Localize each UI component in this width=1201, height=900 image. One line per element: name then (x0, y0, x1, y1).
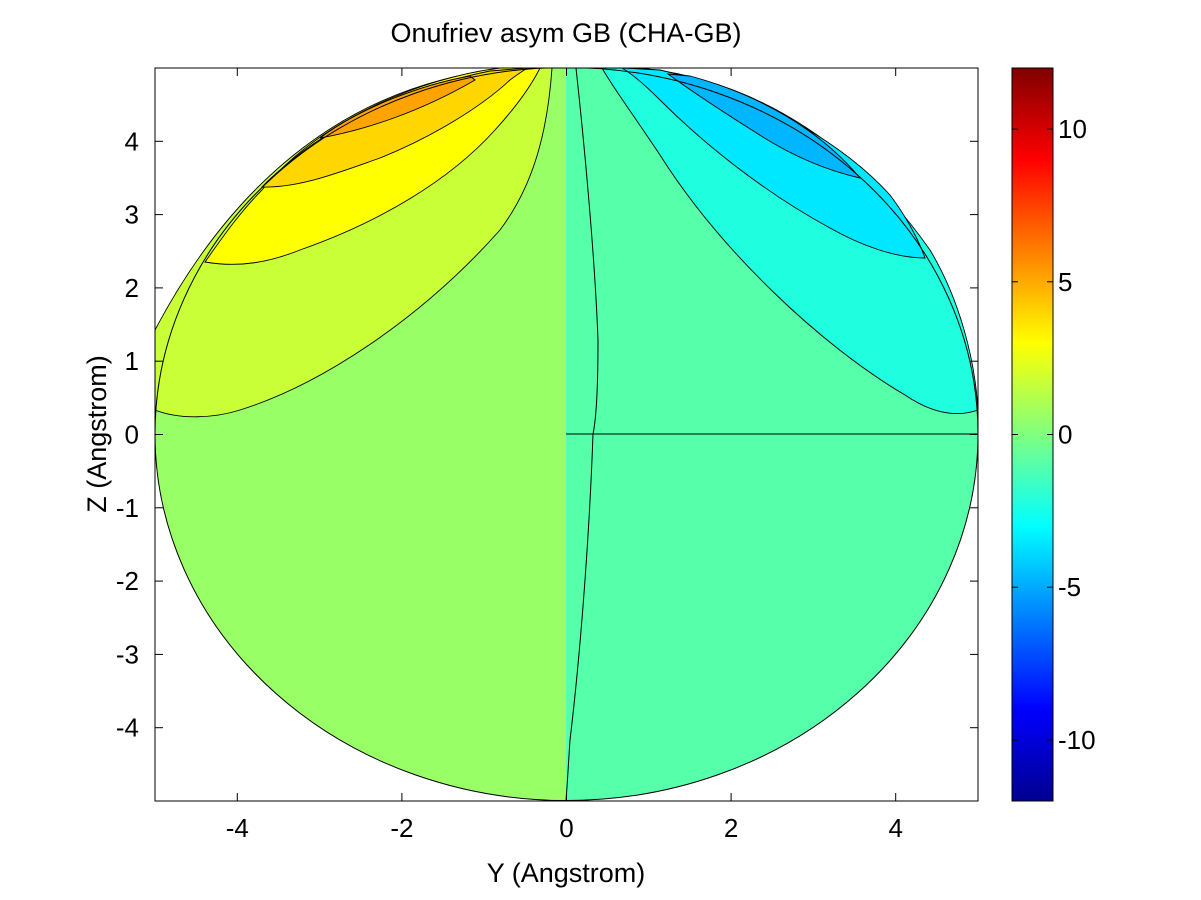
y-tick-label: 4 (125, 126, 139, 156)
x-tick-label: 2 (724, 813, 738, 843)
y-axis-label: Z (Angstrom) (82, 355, 112, 513)
colorbar-tick-label: 10 (1058, 114, 1087, 144)
contour-band-right-1 (601, 68, 978, 414)
y-tick-label: -3 (116, 639, 139, 669)
y-tick-label: -1 (116, 493, 139, 523)
colorbar-tick-label: -10 (1058, 725, 1096, 755)
contour-line-zero-lower (565, 433, 594, 801)
y-tick-label: 3 (125, 200, 139, 230)
x-axis-label: Y (Angstrom) (487, 858, 646, 888)
y-tick-label: 0 (125, 420, 139, 450)
contour-band-left-3 (261, 68, 529, 188)
y-axis: 4 3 2 1 0 -1 -2 -3 -4 (116, 126, 978, 743)
x-tick-label: -2 (390, 813, 413, 843)
colorbar-ticks: 10 5 0 -5 -10 (1012, 114, 1096, 755)
colorbar-tick-label: 5 (1058, 267, 1072, 297)
colorbar: 10 5 0 -5 -10 (1011, 67, 1096, 802)
colorbar-tick-label: 0 (1058, 420, 1072, 450)
contour-band-left-4 (319, 75, 476, 139)
x-tick-label: -4 (226, 813, 249, 843)
x-axis: -4 -2 0 2 4 (226, 68, 903, 843)
y-tick-label: 2 (125, 273, 139, 303)
y-tick-label: -2 (116, 566, 139, 596)
chart-title: Onufriev asym GB (CHA-GB) (390, 18, 741, 48)
contour-map (155, 68, 978, 801)
contour-line-zero-upper (575, 68, 599, 435)
colorbar-tick-label: -5 (1058, 572, 1081, 602)
x-tick-label: 0 (559, 813, 573, 843)
contour-band-right-3 (666, 73, 862, 179)
y-tick-label: 1 (125, 346, 139, 376)
contour-region-left (155, 434, 566, 800)
x-tick-label: 4 (888, 813, 902, 843)
contour-region-right (566, 434, 978, 801)
colorbar-gradient (1011, 67, 1054, 802)
y-tick-label: -4 (116, 713, 139, 743)
contour-band-right-2 (621, 68, 926, 259)
